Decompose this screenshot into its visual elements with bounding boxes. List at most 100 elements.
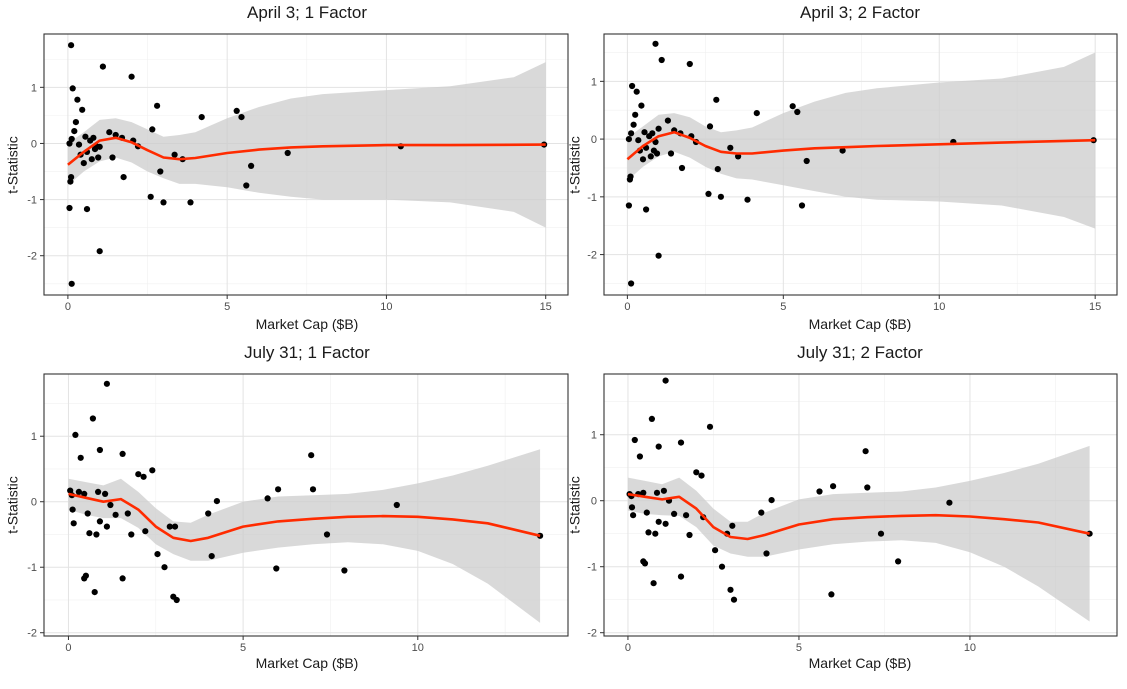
- y-tick-label: -1: [587, 192, 597, 204]
- data-point: [653, 489, 661, 496]
- data-point: [103, 523, 110, 530]
- confidence-band: [627, 52, 1096, 229]
- data-point: [706, 423, 714, 430]
- x-tick-label: 10: [412, 642, 424, 654]
- data-point: [171, 523, 179, 530]
- data-point: [69, 85, 76, 92]
- data-point: [662, 520, 669, 527]
- data-point: [625, 136, 633, 143]
- data-point: [107, 501, 114, 509]
- data-point: [789, 103, 796, 110]
- data-point: [154, 102, 161, 109]
- data-point: [140, 473, 147, 480]
- data-point: [686, 531, 693, 539]
- data-point: [128, 73, 135, 80]
- x-tick-label: 15: [1089, 301, 1101, 313]
- data-point: [664, 117, 672, 124]
- y-axis-label: t-Statistic: [567, 136, 583, 194]
- data-point: [705, 190, 712, 197]
- data-point: [147, 193, 154, 200]
- data-point: [630, 512, 637, 519]
- data-point: [628, 130, 635, 137]
- data-point: [96, 518, 103, 525]
- smooth-line: [626, 130, 1096, 161]
- data-point: [95, 488, 102, 495]
- plot-frame: [603, 373, 1118, 637]
- data-point: [82, 133, 89, 140]
- data-point: [71, 128, 78, 135]
- data-point: [628, 280, 635, 287]
- x-tick-label: 15: [540, 301, 552, 313]
- data-point: [233, 107, 240, 114]
- data-point: [341, 567, 348, 574]
- data-point: [173, 596, 180, 604]
- x-tick-label: 5: [796, 642, 802, 654]
- data-point: [629, 82, 636, 90]
- data-point: [758, 509, 765, 516]
- data-point: [273, 565, 280, 572]
- data-point: [86, 530, 93, 537]
- data-point: [149, 126, 156, 133]
- data-point: [712, 547, 719, 554]
- panel-title: July 31; 2 Factor: [797, 343, 923, 362]
- panel-title: July 31; 1 Factor: [244, 343, 370, 362]
- data-point: [154, 551, 161, 558]
- data-point: [717, 193, 725, 200]
- data-point: [84, 510, 91, 517]
- data-point: [693, 469, 700, 476]
- data-point: [698, 472, 705, 479]
- data-point: [828, 591, 835, 598]
- data-point: [119, 450, 126, 457]
- data-point: [103, 380, 110, 387]
- data-point: [877, 530, 885, 537]
- data-point: [81, 490, 88, 497]
- data-point: [106, 129, 113, 136]
- data-point: [68, 42, 75, 49]
- data-point: [763, 550, 770, 557]
- x-tick-label: 5: [240, 642, 246, 654]
- data-point: [655, 518, 662, 525]
- y-tick-label: 0: [591, 134, 597, 146]
- data-point: [633, 88, 640, 95]
- data-point: [79, 106, 86, 113]
- data-point: [803, 157, 810, 165]
- data-point: [862, 448, 869, 455]
- plot-frame: [43, 373, 569, 637]
- data-point: [662, 377, 669, 384]
- data-point: [323, 531, 331, 538]
- data-point: [683, 512, 690, 519]
- data-point: [714, 166, 721, 173]
- y-tick-label: 1: [591, 430, 597, 442]
- data-point: [630, 121, 637, 128]
- y-tick-label: 0: [31, 497, 37, 509]
- data-point: [77, 454, 84, 461]
- y-tick-label: -2: [587, 250, 597, 262]
- data-point: [128, 531, 135, 538]
- y-tick-label: 0: [31, 138, 37, 150]
- y-tick-label: -1: [27, 562, 37, 574]
- data-point: [112, 511, 119, 518]
- data-point: [96, 446, 103, 454]
- x-tick-label: 10: [933, 301, 945, 313]
- data-point: [149, 467, 156, 474]
- data-point: [753, 110, 760, 117]
- data-point: [655, 252, 662, 259]
- data-point: [652, 530, 659, 537]
- data-point: [729, 522, 736, 529]
- data-point: [66, 140, 73, 147]
- data-point: [157, 168, 164, 175]
- data-point: [794, 108, 801, 116]
- data-point: [638, 102, 645, 109]
- plot-frame: [603, 33, 1118, 296]
- plot-frame: [43, 33, 569, 296]
- y-tick-label: -1: [587, 562, 597, 574]
- panel-2: 0 5 10 15 -2 -1 0 1 April 3; 2 Factor Market Cap …: [567, 3, 1118, 332]
- data-point: [264, 495, 271, 502]
- confidence-band: [68, 449, 541, 623]
- y-axis-label: t-Statistic: [5, 136, 21, 194]
- data-point: [730, 596, 738, 603]
- data-point: [112, 131, 119, 139]
- data-point: [667, 150, 675, 157]
- data-point: [839, 147, 846, 154]
- data-point: [639, 156, 647, 163]
